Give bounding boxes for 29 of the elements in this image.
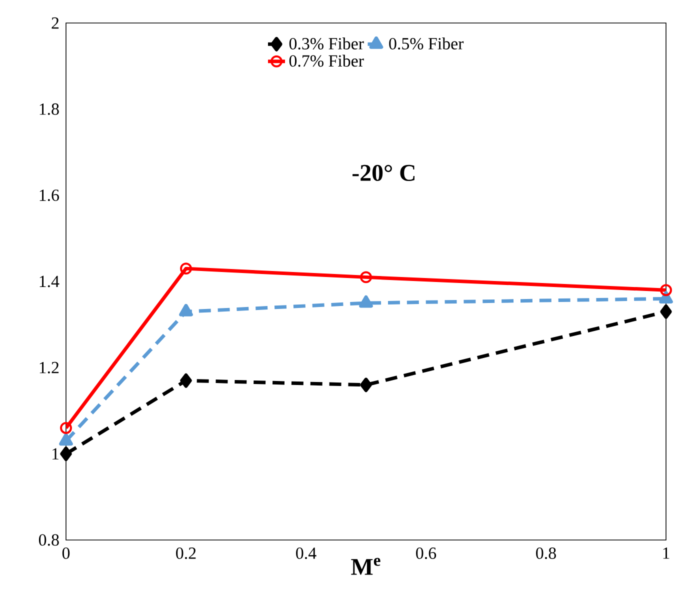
point (359, 295, 373, 308)
y-tick-label: 1.6 (40, 190, 59, 202)
point (60, 446, 72, 462)
point (179, 304, 193, 316)
x-tick-label: 0 (62, 548, 70, 559)
point (60, 422, 72, 434)
point (660, 304, 672, 319)
y-tick-label: 1.2 (40, 362, 59, 374)
x-tick-label: 0.8 (536, 548, 556, 559)
legend-label: 0.5% Fiber (389, 38, 464, 50)
y-tick-label: 1.8 (40, 103, 59, 115)
y-tick-label: 0.8 (38, 534, 59, 546)
y-tick-label: 2 (52, 17, 59, 29)
y-tick-label: 1.4 (40, 276, 60, 288)
x-tick-label: 0.2 (176, 548, 196, 559)
annotation: -20° C (352, 164, 414, 181)
x-axis-title: M$^{e}$ (351, 558, 380, 575)
x-tick-label: 0.6 (416, 548, 436, 559)
x-tick-label: 0.4 (296, 548, 316, 559)
point (180, 262, 192, 275)
point (59, 433, 73, 446)
point (360, 378, 372, 392)
point (180, 373, 192, 388)
y-tick-label: 1 (52, 448, 58, 460)
x-tick-label: 1 (663, 548, 670, 559)
point (360, 271, 372, 284)
legend-label: 0.3% Fiber (289, 38, 364, 50)
point (660, 284, 672, 296)
legend-label: 0.7% Fiber (289, 54, 364, 67)
